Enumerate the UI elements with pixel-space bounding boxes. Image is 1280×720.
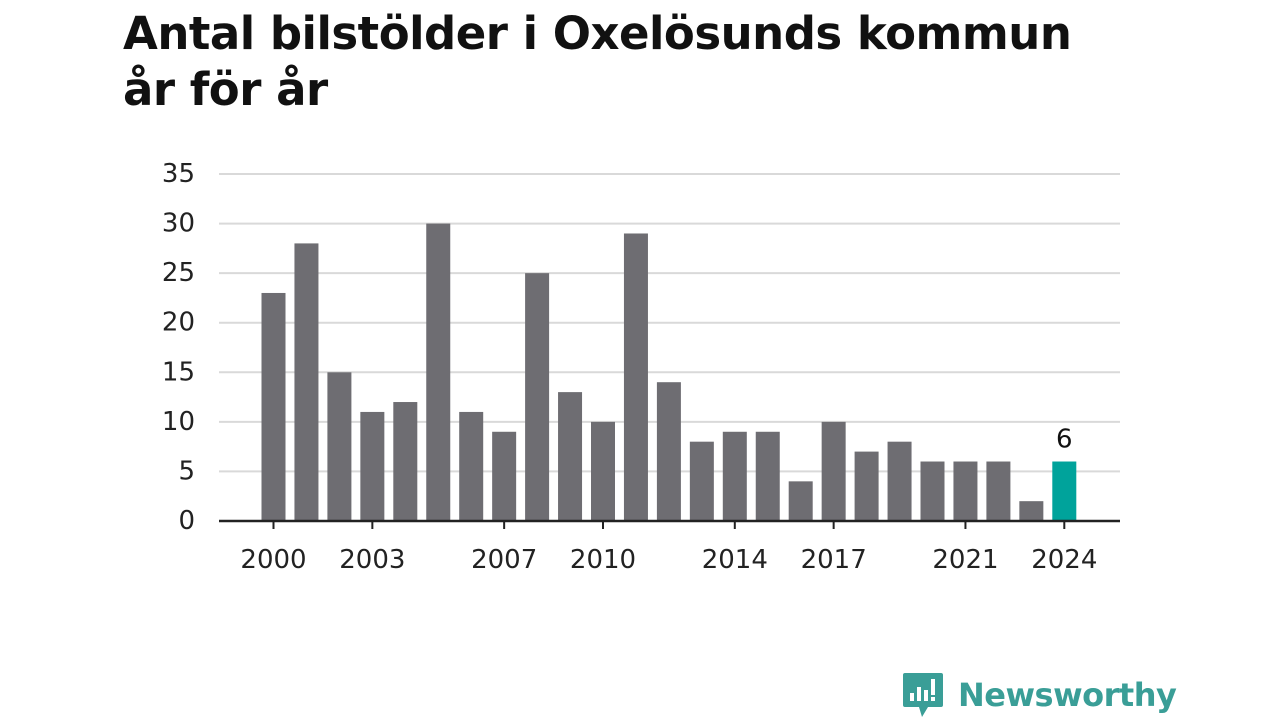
bar-2010 bbox=[591, 421, 615, 521]
bar-2005 bbox=[426, 223, 451, 522]
bar-2022 bbox=[986, 461, 1011, 521]
chart-title-line-2: år för år bbox=[123, 63, 328, 116]
bar-2007 bbox=[492, 431, 517, 521]
x-tick-label-2010: 2010 bbox=[570, 545, 636, 575]
y-tick-label-10: 10 bbox=[162, 407, 195, 437]
bar-2013 bbox=[689, 441, 714, 521]
brand-logo: Newsworthy bbox=[902, 671, 1177, 719]
y-tick-label-0: 0 bbox=[178, 506, 195, 536]
bar-2004 bbox=[393, 402, 418, 521]
x-tick-label-2003: 2003 bbox=[339, 545, 405, 575]
brand-name: Newsworthy bbox=[958, 676, 1177, 714]
bar-2018 bbox=[854, 451, 879, 521]
y-tick-label-25: 25 bbox=[162, 258, 195, 288]
bar-2021 bbox=[953, 461, 978, 521]
bar-2009 bbox=[558, 392, 583, 521]
y-tick-label-5: 5 bbox=[178, 456, 195, 486]
y-tick-label-15: 15 bbox=[162, 357, 195, 387]
y-tick-label-20: 20 bbox=[162, 308, 195, 338]
x-tick-label-2007: 2007 bbox=[471, 545, 537, 575]
bar-2011 bbox=[623, 233, 648, 521]
newsworthy-logo-icon bbox=[903, 673, 943, 717]
x-tick-label-2000: 2000 bbox=[240, 545, 306, 575]
bar-2020 bbox=[920, 461, 945, 521]
bar-2016 bbox=[788, 481, 813, 521]
bar-2001 bbox=[294, 243, 319, 521]
x-tick-label-2017: 2017 bbox=[801, 545, 867, 575]
bar-2008 bbox=[525, 273, 550, 521]
bar-2017 bbox=[821, 421, 846, 521]
bar-2012 bbox=[656, 382, 681, 521]
y-tick-label-35: 35 bbox=[162, 159, 195, 189]
bar-2024 bbox=[1052, 461, 1077, 521]
bar-2019 bbox=[887, 441, 912, 521]
bar-2014 bbox=[722, 431, 747, 521]
bar-2000 bbox=[261, 292, 286, 521]
x-tick-label-2021: 2021 bbox=[932, 545, 998, 575]
y-tick-label-30: 30 bbox=[162, 209, 195, 239]
data-label-2024: 6 bbox=[1056, 425, 1073, 455]
bar-2006 bbox=[459, 411, 484, 521]
chart-title: Antal bilstölder i Oxelösunds kommun år … bbox=[123, 6, 1183, 118]
bar-2003 bbox=[360, 411, 385, 521]
x-tick-label-2024: 2024 bbox=[1031, 545, 1097, 575]
bar-2023 bbox=[1019, 501, 1044, 521]
x-tick-label-2014: 2014 bbox=[702, 545, 768, 575]
bar-2002 bbox=[327, 372, 352, 521]
chart-title-line-1: Antal bilstölder i Oxelösunds kommun bbox=[123, 7, 1072, 60]
bar-2015 bbox=[755, 431, 780, 521]
